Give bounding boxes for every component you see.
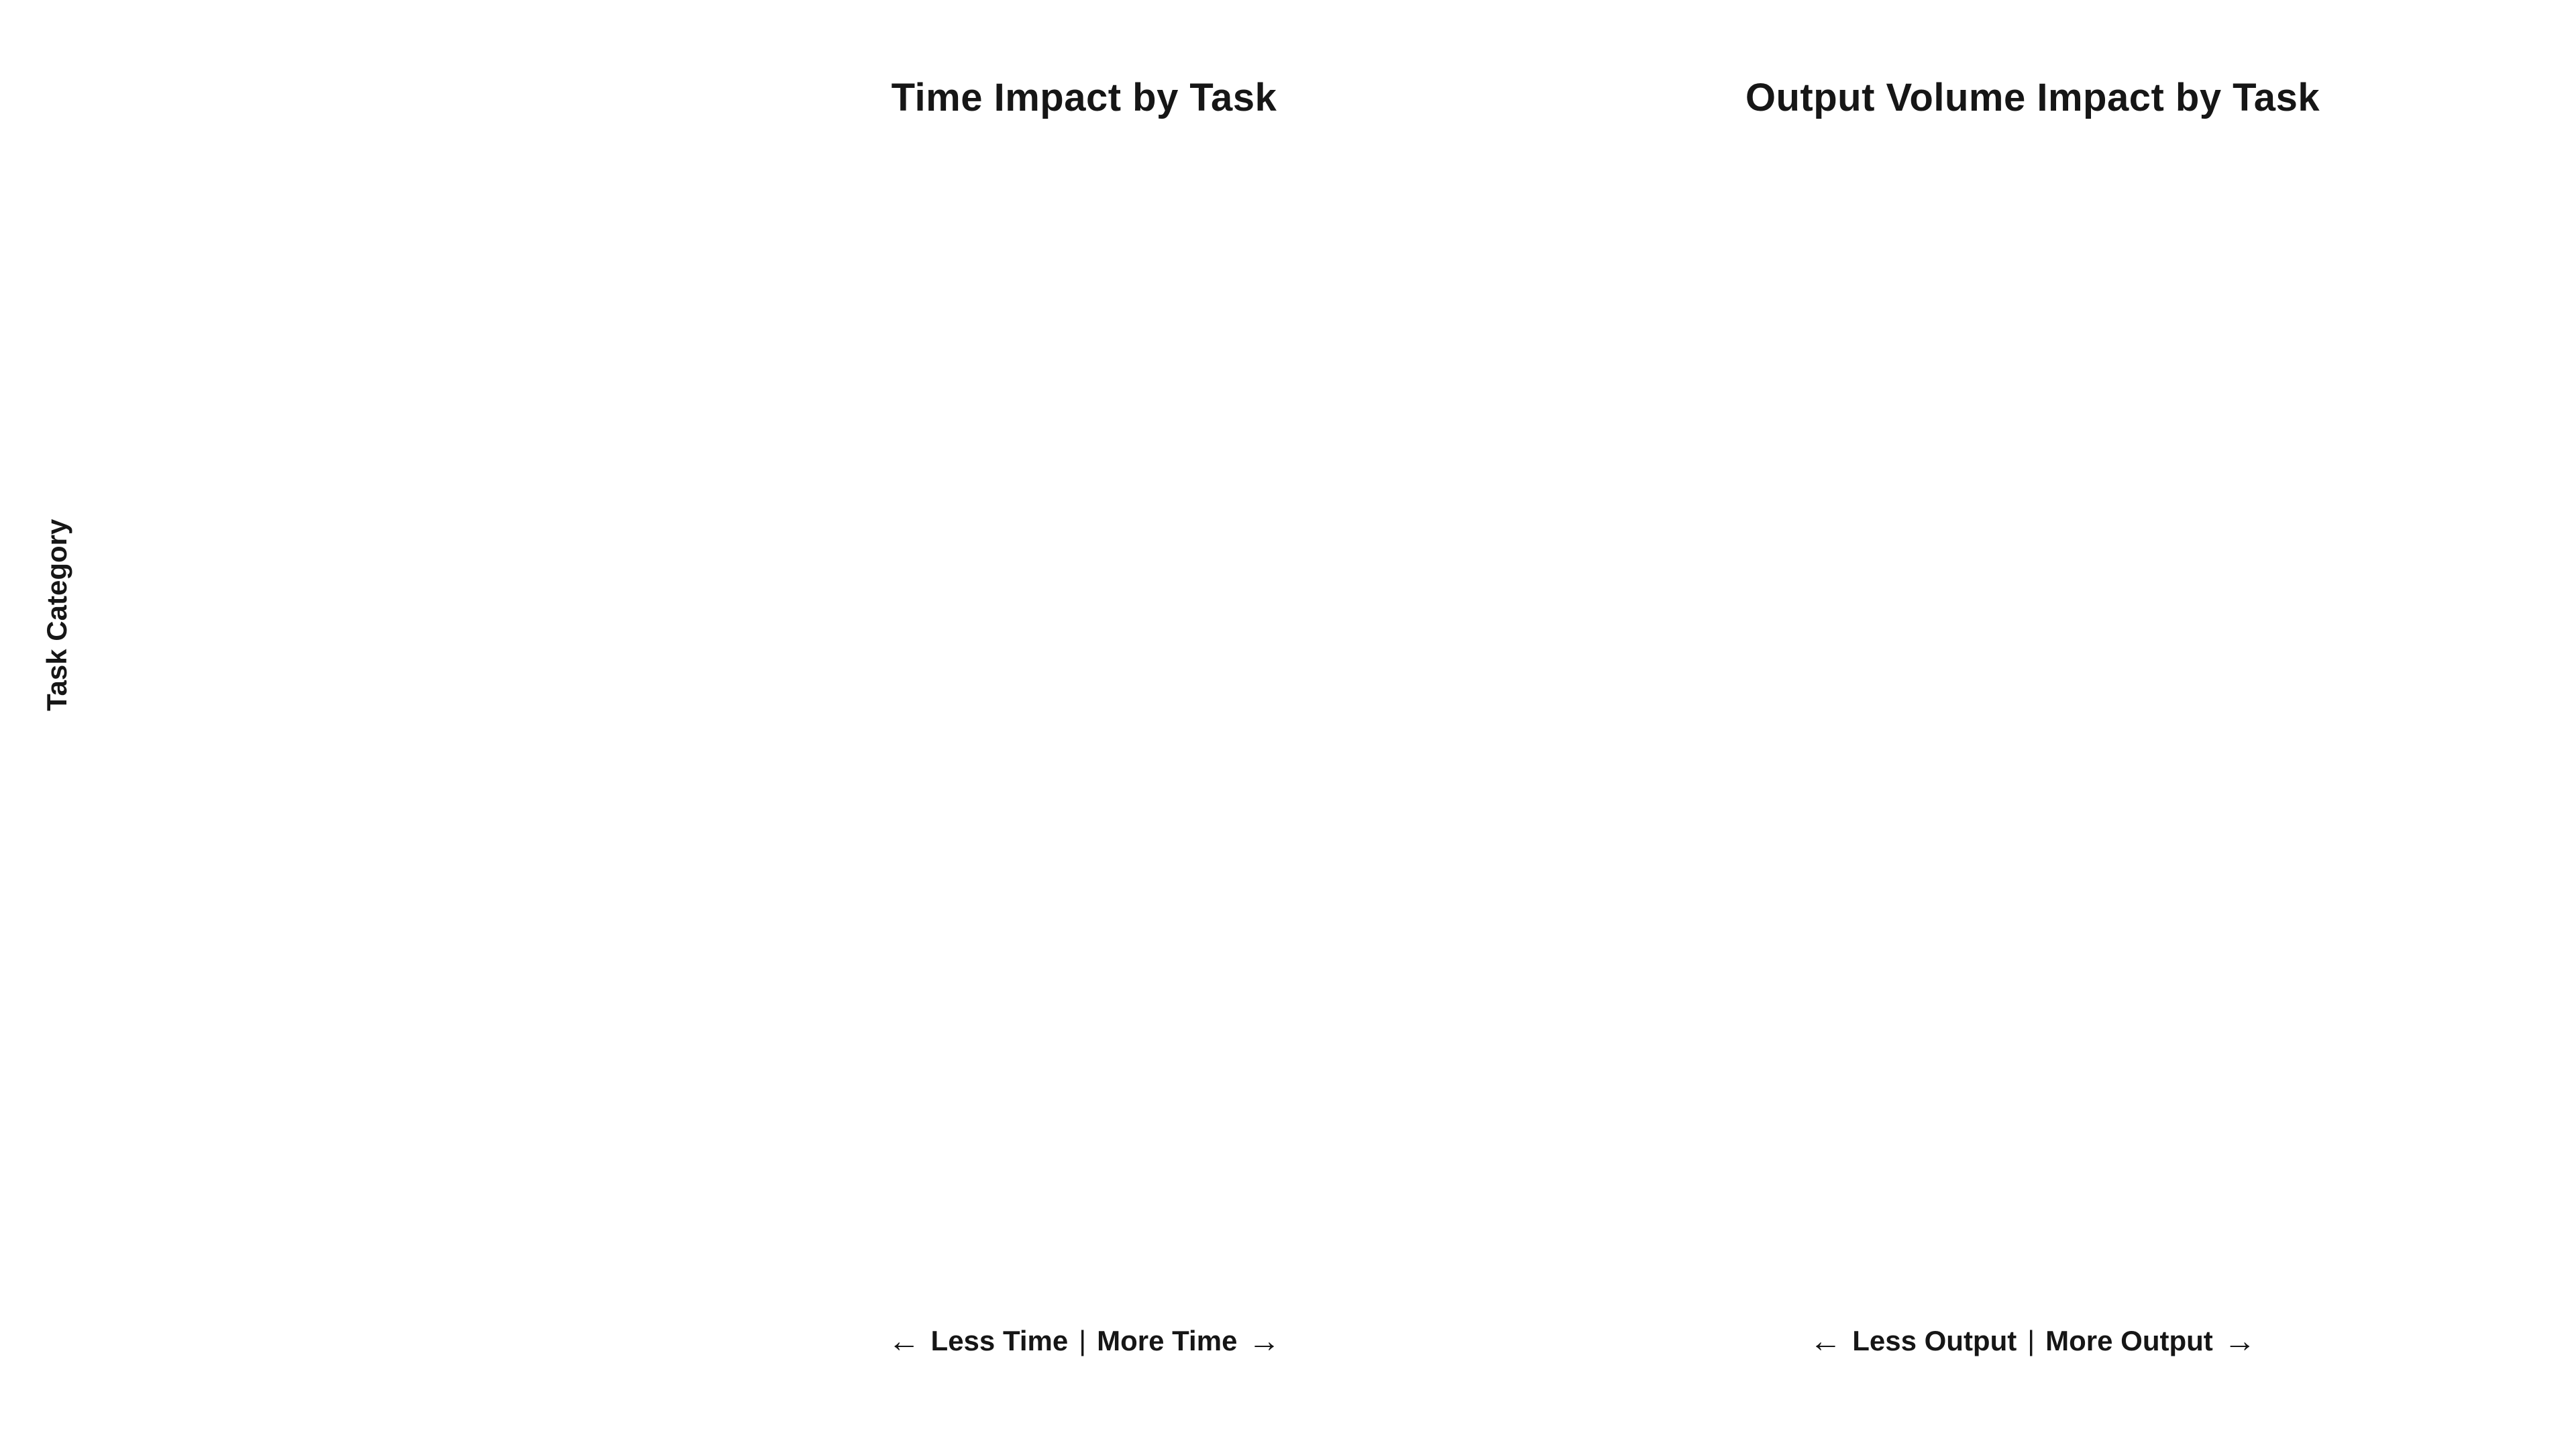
right-arrow-icon: → (1248, 1324, 1281, 1359)
chart-title-output: Output Volume Impact by Task (1745, 76, 2320, 119)
right-arrow-icon: → (2223, 1324, 2256, 1359)
footer-separator: | (2027, 1325, 2035, 1356)
footer-separator: | (1079, 1325, 1087, 1356)
left-arrow-icon: ← (1809, 1324, 1842, 1359)
y-axis-labels (0, 0, 607, 1449)
more-time-label: More Time (1097, 1325, 1238, 1356)
x-axis-note-time: ← Less Time | More Time → (633, 1323, 1535, 1360)
left-arrow-icon: ← (888, 1324, 920, 1359)
chart-title-time: Time Impact by Task (891, 76, 1277, 119)
less-output-label: Less Output (1852, 1325, 2017, 1356)
x-axis-note-output: ← Less Output | More Output → (1583, 1323, 2482, 1360)
less-time-label: Less Time (930, 1325, 1069, 1356)
more-output-label: More Output (2045, 1325, 2213, 1356)
